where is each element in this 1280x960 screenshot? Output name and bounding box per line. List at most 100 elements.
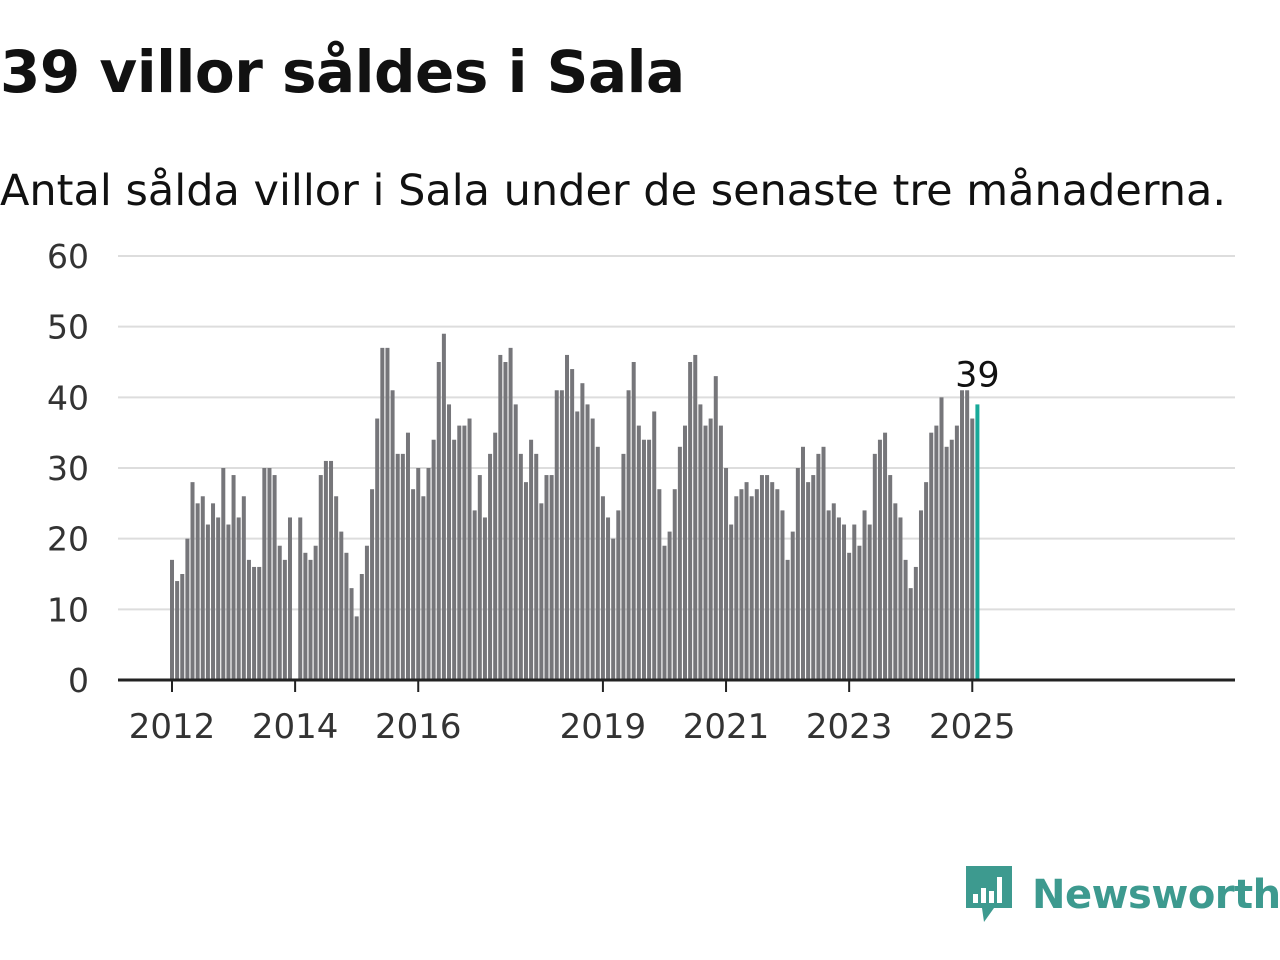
bar <box>170 559 174 680</box>
gridlines <box>118 255 1235 611</box>
bar <box>713 376 718 680</box>
bar <box>636 425 641 680</box>
bar <box>888 475 893 680</box>
bar <box>570 369 575 680</box>
bar <box>595 446 600 680</box>
bar <box>739 489 744 680</box>
bar <box>939 397 944 680</box>
last-value-label: 39 <box>955 355 1000 395</box>
bar <box>175 581 180 680</box>
bar <box>842 524 847 680</box>
bar <box>683 425 687 680</box>
bar <box>549 475 554 680</box>
bar <box>518 453 523 680</box>
bar <box>585 404 590 680</box>
bar <box>749 496 754 680</box>
bar <box>708 418 713 680</box>
bar <box>364 545 369 680</box>
bar <box>370 489 375 680</box>
bar <box>390 390 395 680</box>
y-tick-label: 20 <box>47 520 89 559</box>
bar <box>795 468 800 680</box>
bar <box>441 333 446 680</box>
bar <box>231 475 236 680</box>
bar <box>334 496 339 680</box>
bar <box>703 425 708 680</box>
bar <box>339 531 344 680</box>
bar <box>960 390 965 680</box>
bar <box>211 503 216 680</box>
bar <box>775 489 780 680</box>
bar <box>734 496 739 680</box>
bar <box>580 383 585 680</box>
bar <box>847 552 852 680</box>
bar <box>308 559 313 680</box>
x-tick-label: 2014 <box>252 707 339 747</box>
bar <box>718 425 723 680</box>
bar <box>898 517 903 680</box>
bar <box>477 475 482 680</box>
bar <box>647 439 652 680</box>
chart-subtitle: Antal sålda villor i Sala under de senas… <box>0 166 1227 216</box>
bar <box>405 432 410 680</box>
bar <box>949 439 954 680</box>
bar <box>498 354 503 680</box>
x-tick-label: 2012 <box>129 707 216 747</box>
bar <box>185 538 190 680</box>
bar <box>534 453 539 680</box>
y-tick-label: 10 <box>47 590 89 629</box>
bar <box>421 496 426 680</box>
bar <box>375 418 380 680</box>
bar <box>883 432 888 680</box>
bar <box>329 460 334 680</box>
bar <box>529 439 534 680</box>
bar <box>641 439 646 680</box>
bar <box>770 482 775 680</box>
bar <box>272 475 277 680</box>
bar <box>575 411 580 680</box>
bar <box>852 524 857 680</box>
bar <box>918 510 923 680</box>
bar <box>411 489 416 680</box>
bar <box>565 354 570 680</box>
bar <box>924 482 929 680</box>
bar <box>298 517 303 680</box>
bar <box>821 446 826 680</box>
bar <box>929 432 934 680</box>
bar <box>765 475 770 680</box>
bar <box>970 418 975 680</box>
bar <box>616 510 621 680</box>
bar <box>349 588 354 680</box>
bar <box>200 496 205 680</box>
bar <box>277 545 282 680</box>
bar <box>600 496 605 680</box>
bar <box>800 446 805 680</box>
bar <box>241 496 246 680</box>
bar <box>257 566 262 680</box>
bar <box>908 588 913 680</box>
bar <box>816 453 821 680</box>
bar <box>431 439 436 680</box>
bar <box>380 347 385 680</box>
bar <box>862 510 867 680</box>
bar <box>544 475 549 680</box>
bar <box>303 552 308 680</box>
bar <box>780 510 785 680</box>
bar <box>287 517 292 680</box>
bar-highlight <box>975 404 980 680</box>
bar <box>313 545 318 680</box>
bar <box>806 482 811 680</box>
bar <box>626 390 631 680</box>
y-axis-ticks: 0 10 20 30 40 50 60 <box>47 237 89 700</box>
bar <box>606 517 611 680</box>
x-tick-label: 2019 <box>560 707 647 747</box>
bar <box>282 559 287 680</box>
bar <box>190 482 195 680</box>
y-tick-label: 50 <box>47 308 89 347</box>
bar <box>693 354 698 680</box>
bar <box>508 347 513 680</box>
bar <box>698 404 703 680</box>
bar <box>759 475 764 680</box>
chart-title: 39 villor såldes i Sala <box>0 38 685 106</box>
